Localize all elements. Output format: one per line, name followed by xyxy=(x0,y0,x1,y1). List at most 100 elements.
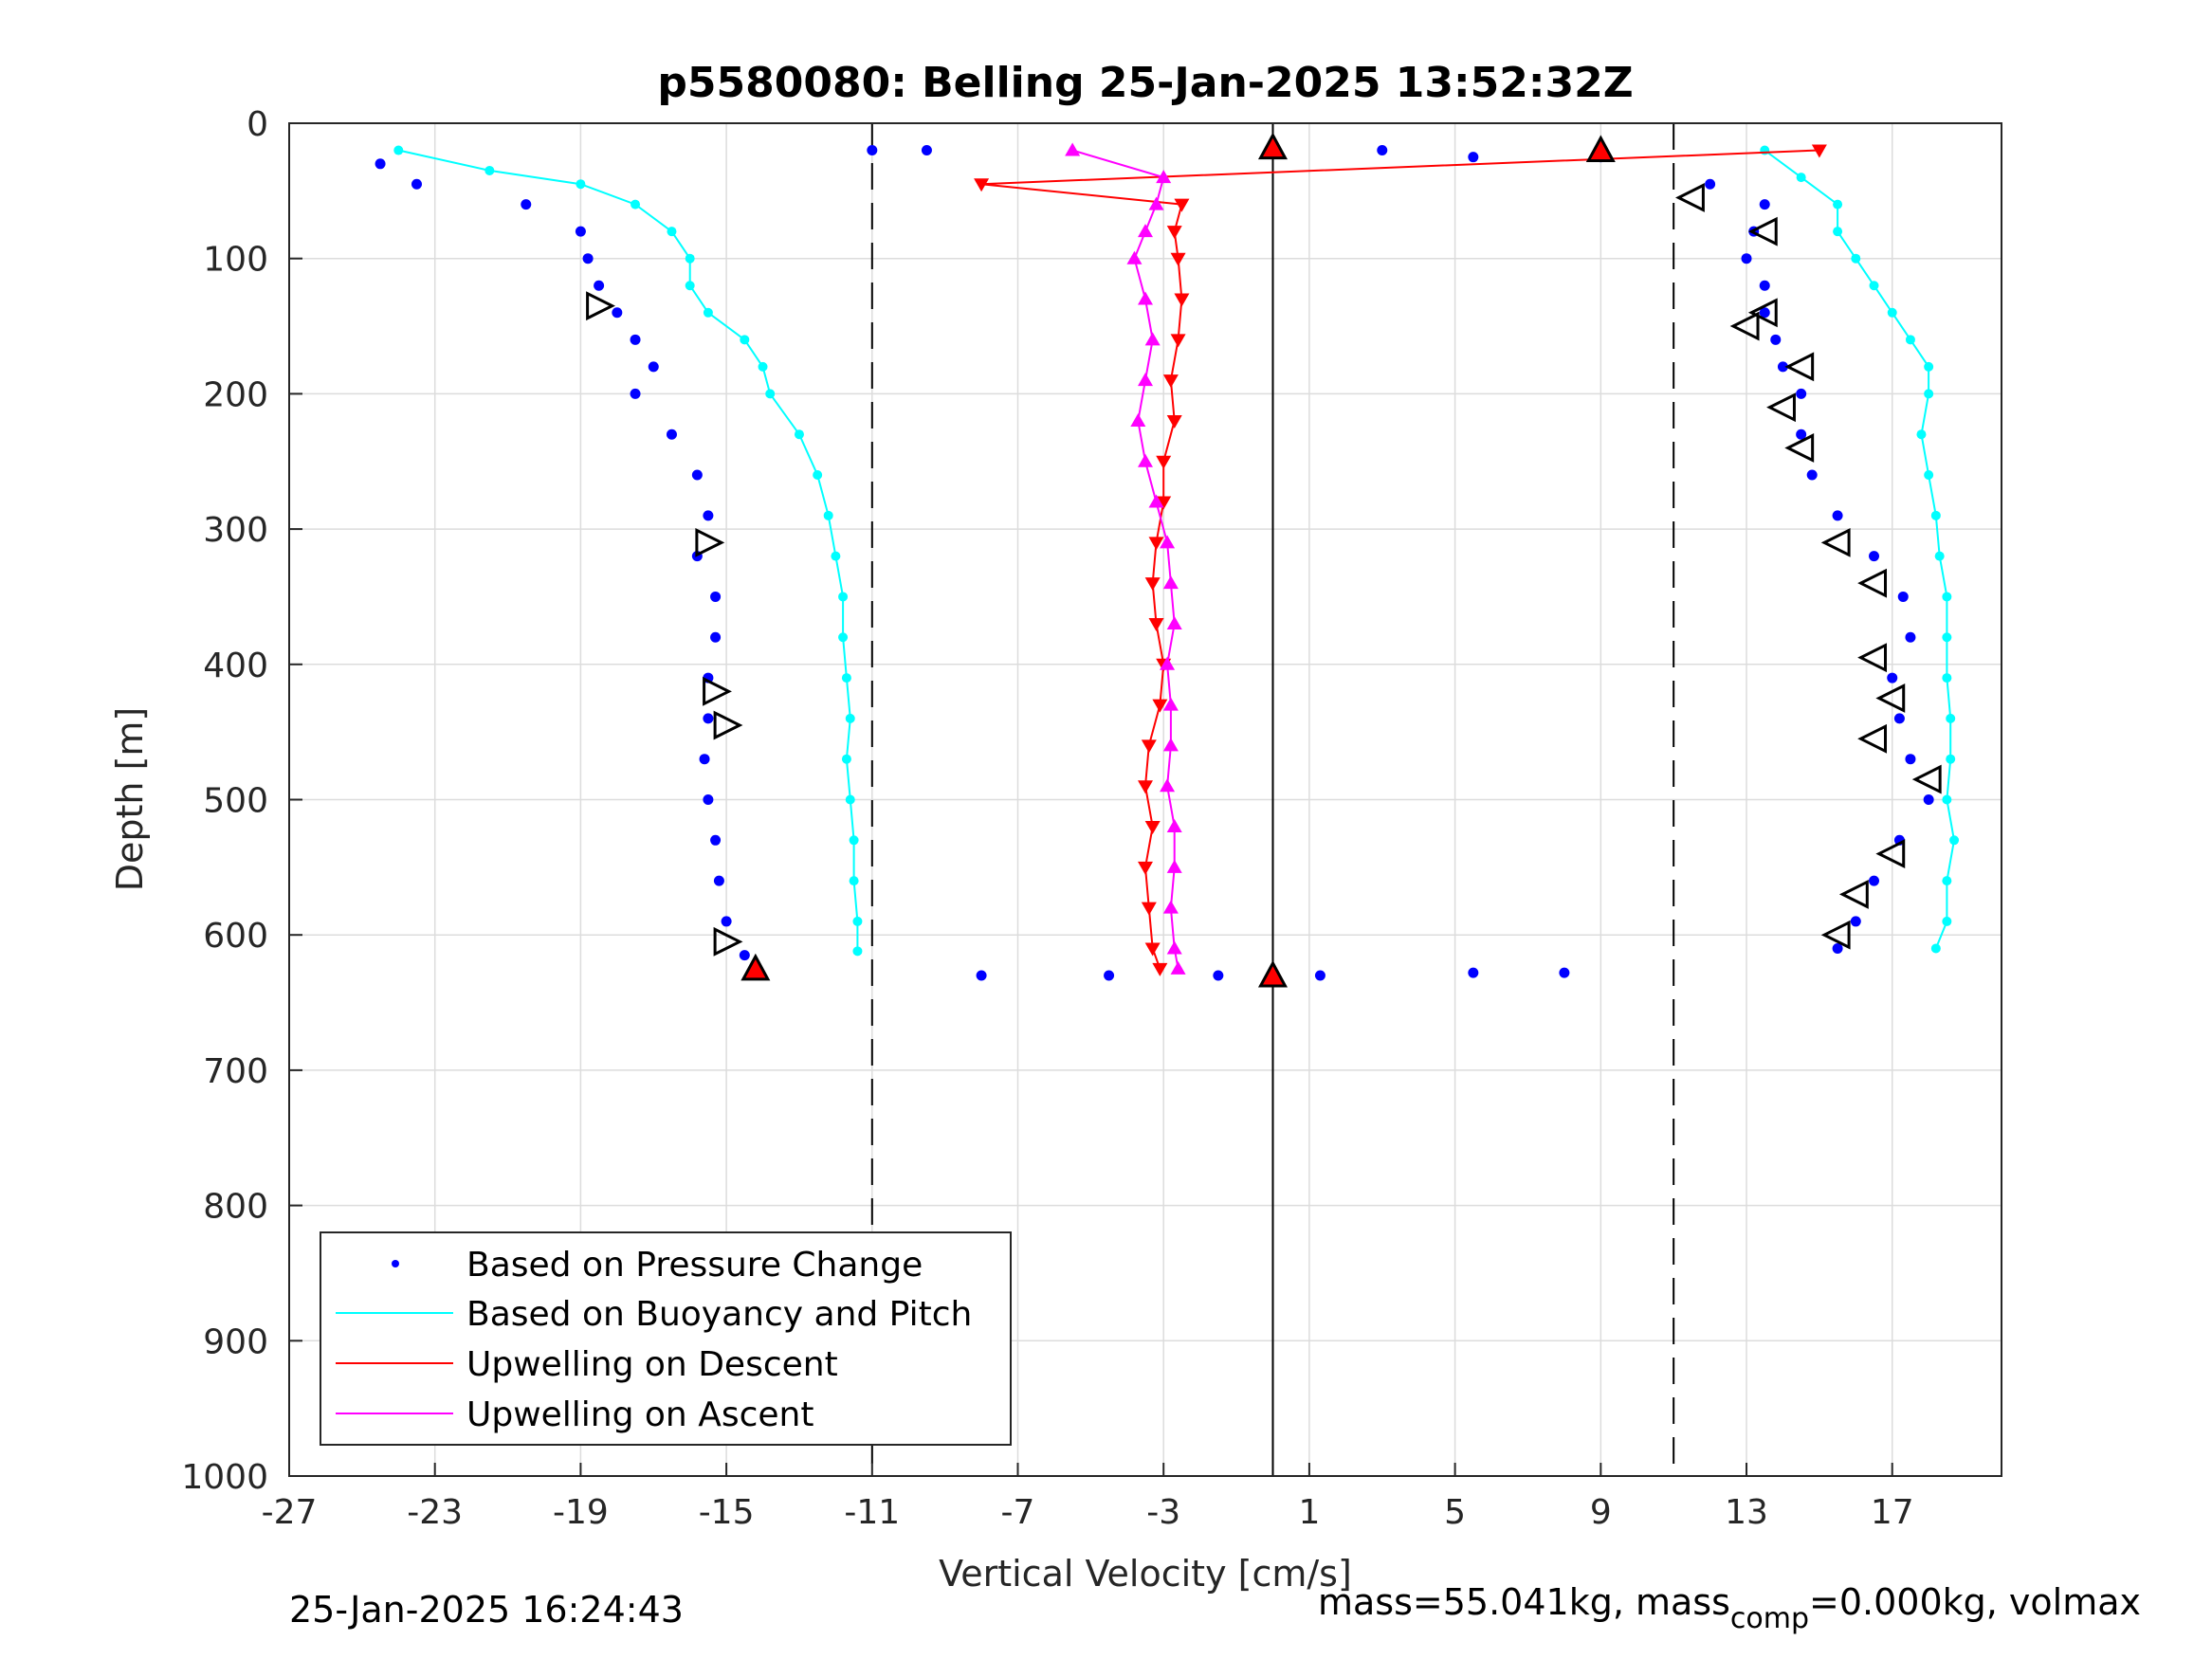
x-tick-label: 13 xyxy=(1725,1493,1768,1532)
data-point xyxy=(666,428,677,440)
ascent-triangle-marker xyxy=(1747,298,1778,328)
data-point xyxy=(1213,970,1224,981)
y-axis-label: Depth [m] xyxy=(109,707,151,892)
data-point xyxy=(765,389,776,399)
y-tick-label: 1000 xyxy=(181,1458,268,1497)
legend-swatch-pressure xyxy=(392,1260,399,1267)
data-point xyxy=(758,361,768,372)
x-tick-label: -7 xyxy=(1001,1493,1035,1532)
ascent-triangle-marker xyxy=(1675,183,1705,212)
data-point xyxy=(575,226,586,237)
x-tick-label: 9 xyxy=(1590,1493,1612,1532)
series-layer xyxy=(375,142,1960,981)
data-point xyxy=(1148,537,1164,551)
data-point xyxy=(794,429,804,440)
data-point xyxy=(1942,876,1952,886)
x-tick-label: -3 xyxy=(1146,1493,1180,1532)
y-tick-label: 500 xyxy=(203,782,268,821)
data-point xyxy=(1897,591,1909,602)
data-point xyxy=(1833,227,1843,237)
data-point xyxy=(1942,632,1952,643)
data-point xyxy=(1924,470,1934,481)
red-triangle-marker xyxy=(1585,135,1616,163)
footer-mass-info: mass=55.041kg, masscomp=0.000kg, volmax xyxy=(1318,1581,2141,1635)
data-point xyxy=(1170,252,1186,266)
data-point xyxy=(1942,916,1952,926)
data-point xyxy=(1138,861,1153,875)
data-point xyxy=(1905,754,1916,765)
data-point xyxy=(1126,250,1143,264)
data-series xyxy=(1595,152,1934,954)
data-point xyxy=(703,307,713,318)
data-point xyxy=(1946,713,1956,723)
data-series xyxy=(375,158,750,961)
data-point xyxy=(393,145,404,155)
data-point xyxy=(521,199,532,210)
data-point xyxy=(823,510,833,520)
legend: Based on Pressure Change Based on Buoyan… xyxy=(320,1231,1012,1446)
legend-label-upwelling-ascent: Upwelling on Ascent xyxy=(466,1395,814,1434)
data-series xyxy=(1760,145,1960,954)
data-point xyxy=(1144,821,1161,835)
ascent-triangle-marker xyxy=(1911,764,1942,794)
data-point xyxy=(1144,332,1161,346)
data-point xyxy=(1166,819,1182,833)
data-point xyxy=(852,916,863,926)
data-point xyxy=(1166,414,1182,428)
data-point xyxy=(411,178,422,190)
data-point xyxy=(1850,916,1861,927)
data-point xyxy=(831,551,841,561)
ascent-triangle-marker xyxy=(1747,216,1778,246)
data-point xyxy=(685,253,695,264)
y-tick-label: 900 xyxy=(203,1322,268,1361)
data-point xyxy=(1156,455,1172,469)
mass-subscript: comp xyxy=(1729,1602,1810,1635)
marker-layer xyxy=(586,132,1942,988)
data-point xyxy=(1869,551,1880,562)
data-point xyxy=(631,199,641,210)
y-tick-label: 600 xyxy=(203,917,268,956)
data-point xyxy=(1138,373,1153,387)
data-point xyxy=(1152,962,1168,976)
data-point xyxy=(1893,713,1905,724)
data-point xyxy=(1170,960,1186,975)
data-point xyxy=(1759,199,1770,210)
data-point xyxy=(375,158,386,170)
data-point xyxy=(1138,780,1153,794)
y-tick-label: 0 xyxy=(247,105,268,144)
data-point xyxy=(1065,142,1081,156)
data-point xyxy=(1138,453,1153,467)
ascent-triangle-marker xyxy=(1784,352,1815,382)
data-point xyxy=(630,334,641,345)
data-point xyxy=(1162,697,1179,711)
descent-triangle-marker xyxy=(713,710,743,740)
data-point xyxy=(594,280,605,291)
data-point xyxy=(1760,145,1770,155)
data-point xyxy=(703,794,714,805)
data-point xyxy=(1160,656,1176,670)
data-point xyxy=(1160,535,1176,549)
red-triangle-marker xyxy=(1257,959,1289,988)
data-point xyxy=(1905,631,1916,643)
x-tick-label: -23 xyxy=(407,1493,463,1532)
data-point xyxy=(1162,738,1179,752)
data-point xyxy=(1166,226,1182,240)
data-point xyxy=(1130,412,1146,427)
data-point xyxy=(1144,942,1161,957)
data-point xyxy=(1905,335,1915,345)
data-point xyxy=(1770,334,1782,345)
data-point xyxy=(648,361,659,373)
data-point xyxy=(721,916,732,927)
data-point xyxy=(976,970,987,981)
data-point xyxy=(1887,307,1897,318)
ascent-triangle-marker xyxy=(1820,920,1851,950)
data-point xyxy=(852,946,863,957)
data-point xyxy=(1138,291,1153,305)
x-tick-label: -19 xyxy=(553,1493,609,1532)
data-point xyxy=(667,227,677,237)
data-point xyxy=(691,469,703,481)
ascent-triangle-marker xyxy=(1838,879,1869,909)
data-point xyxy=(813,470,823,481)
data-point xyxy=(1468,967,1479,978)
descent-triangle-marker xyxy=(695,527,725,557)
